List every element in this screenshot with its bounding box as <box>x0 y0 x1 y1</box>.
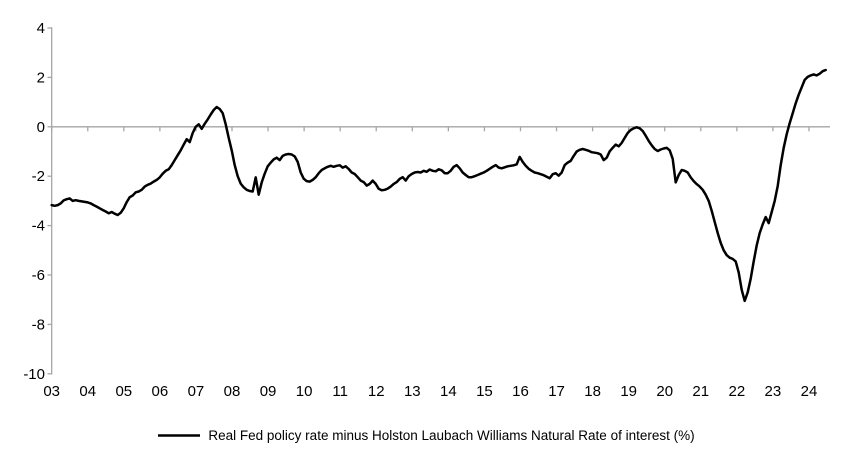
y-axis-label: 4 <box>37 20 45 37</box>
legend: Real Fed policy rate minus Holston Lauba… <box>0 428 852 443</box>
x-axis-label: 12 <box>368 383 385 400</box>
x-axis-label: 03 <box>43 383 60 400</box>
y-axis-label: -8 <box>32 316 45 333</box>
x-axis-label: 15 <box>476 383 493 400</box>
y-axis-label: -2 <box>32 168 45 185</box>
x-axis-label: 18 <box>584 383 601 400</box>
series-line <box>50 68 827 303</box>
x-axis-label: 22 <box>728 383 745 400</box>
y-axis-label: 0 <box>37 119 45 136</box>
x-axis-label: 10 <box>296 383 313 400</box>
y-axis-label: -6 <box>32 267 45 284</box>
x-axis-label: 17 <box>548 383 565 400</box>
x-axis-label: 05 <box>115 383 132 400</box>
y-axis-label: -4 <box>32 218 45 235</box>
x-axis-label: 04 <box>79 383 96 400</box>
legend-label: Real Fed policy rate minus Holston Lauba… <box>208 428 695 443</box>
legend-line-sample <box>158 434 201 437</box>
y-axis-label: 2 <box>37 69 45 86</box>
x-axis-label: 23 <box>765 383 782 400</box>
y-axis-label: -10 <box>23 366 45 383</box>
x-axis-label: 14 <box>440 383 457 400</box>
x-axis-label: 06 <box>152 383 169 400</box>
x-axis-label: 09 <box>260 383 277 400</box>
x-axis-label: 07 <box>188 383 205 400</box>
x-axis-label: 19 <box>620 383 637 400</box>
x-axis-label: 11 <box>332 383 348 400</box>
x-axis-label: 08 <box>224 383 241 400</box>
x-axis-label: 21 <box>692 383 709 400</box>
x-axis-label: 13 <box>404 383 421 400</box>
x-axis-label: 24 <box>801 383 818 400</box>
x-axis-label: 16 <box>512 383 529 400</box>
x-axis-label: 20 <box>656 383 673 400</box>
